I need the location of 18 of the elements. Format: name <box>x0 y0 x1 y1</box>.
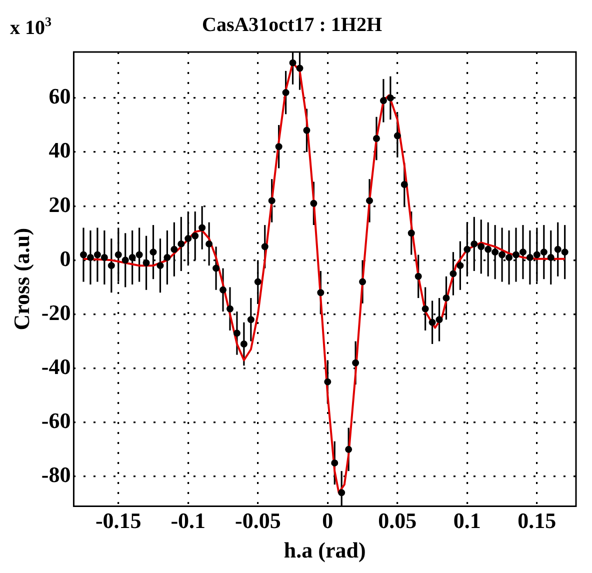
y-tick-label: 60 <box>48 84 71 109</box>
chart-title: CasA31oct17 : 1H2H <box>202 14 382 36</box>
x-axis-title: h.a (rad) <box>284 537 366 562</box>
y-tick-label: -20 <box>41 300 71 325</box>
y-tick-label: 40 <box>48 138 71 163</box>
x-tick-label: 0.1 <box>453 508 481 534</box>
y-tick-label: 0 <box>60 246 71 271</box>
y-tick-label: -60 <box>41 408 71 434</box>
y-axis-title: Cross (a.u) <box>8 228 34 330</box>
x-tick-label: -0.1 <box>170 508 206 534</box>
x-tick-label: -0.15 <box>95 508 142 534</box>
x-tick-label: 0.15 <box>518 508 556 534</box>
y-tick-label: -80 <box>41 462 71 488</box>
y-tick-label: 20 <box>48 192 71 217</box>
x-tick-label: 0.05 <box>378 508 417 534</box>
x-tick-label: 0 <box>322 508 334 534</box>
x-tick-label: -0.05 <box>234 508 281 534</box>
y-tick-label: -40 <box>41 354 71 380</box>
